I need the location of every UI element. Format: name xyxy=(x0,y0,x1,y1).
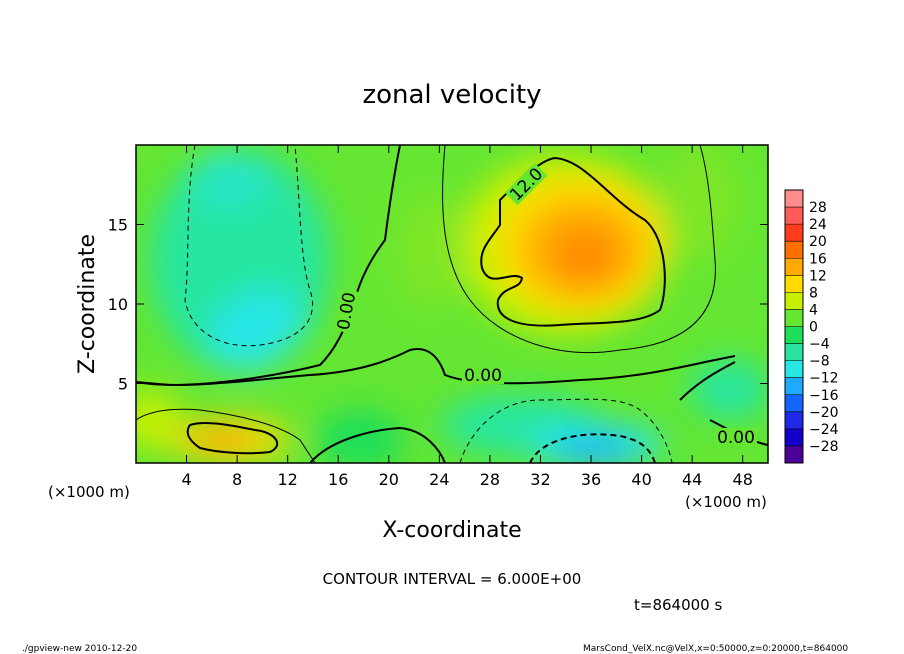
x-tick-label: 20 xyxy=(379,470,399,489)
contour-6-hot xyxy=(186,421,279,455)
y-tick-label: 10 xyxy=(108,295,128,314)
x-tick-label: 16 xyxy=(328,470,348,489)
colorbar-swatch xyxy=(785,190,803,208)
colorbar-label: 12 xyxy=(809,268,827,284)
contour-6-left xyxy=(136,408,316,463)
footer-left: ./gpview-new 2010-12-20 xyxy=(22,644,137,654)
contour-minus6-bottom xyxy=(459,398,673,463)
x-tick-label: 4 xyxy=(181,470,191,489)
colorbar-label: 24 xyxy=(809,217,827,233)
colorbar-swatch xyxy=(785,394,803,413)
colorbar-swatch xyxy=(785,377,803,396)
contour-0-bottom xyxy=(309,426,446,463)
y-tick-label: 5 xyxy=(118,375,128,394)
x-unit-left: (×1000 m) xyxy=(48,483,130,501)
colorbar-swatch xyxy=(785,292,803,310)
colorbar-label: 4 xyxy=(809,302,818,318)
y-axis: 5 10 15 xyxy=(108,216,768,394)
contour-0-lower xyxy=(136,348,736,386)
colorbar-label: −12 xyxy=(809,371,839,387)
contour-label-0c: 0.00 xyxy=(717,428,755,448)
x-unit-right: (×1000 m) xyxy=(685,493,767,511)
colorbar-swatch xyxy=(785,428,803,447)
colorbar-swatch xyxy=(785,343,803,362)
contour-labels: 12.0 0.00 0.00 0.00 xyxy=(333,162,757,448)
time-label: t=864000 s xyxy=(634,596,722,614)
colorbar-swatch xyxy=(785,275,803,293)
colorbar-label: −28 xyxy=(809,439,839,455)
colorbar-label: 20 xyxy=(809,234,827,250)
x-tick-label: 40 xyxy=(631,470,651,489)
colorbar-label: −16 xyxy=(809,388,839,404)
colorbar-swatch xyxy=(785,258,803,276)
contour-lines xyxy=(136,145,768,463)
colorbar-swatch xyxy=(785,445,803,464)
x-tick-label: 12 xyxy=(278,470,298,489)
colorbar-label: −4 xyxy=(809,337,830,353)
x-tick-label: 24 xyxy=(429,470,449,489)
contour-minus6-left xyxy=(184,145,314,347)
colorbar-swatch xyxy=(785,360,803,379)
x-axis: 4 8 12 16 20 24 28 32 36 40 44 48 xyxy=(181,145,753,489)
y-tick-label: 15 xyxy=(108,216,128,235)
contour-interval-note: CONTOUR INTERVAL = 6.000E+00 xyxy=(323,570,582,588)
colorbar-label: 28 xyxy=(809,200,827,216)
colorbar-label: −20 xyxy=(809,405,839,421)
footer-right: MarsCond_VelX.nc@VelX,x=0:50000,z=0:2000… xyxy=(583,644,848,654)
y-axis-label: Z-coordinate xyxy=(75,234,100,374)
x-tick-label: 28 xyxy=(480,470,500,489)
colorbar-label: −24 xyxy=(809,422,839,438)
x-tick-label: 44 xyxy=(682,470,702,489)
contour-12 xyxy=(480,156,666,327)
colorbar-swatch xyxy=(785,309,803,327)
contour-minus12 xyxy=(529,433,656,463)
x-axis-label: X-coordinate xyxy=(382,518,521,543)
heatmap-field xyxy=(136,145,768,463)
contour-label-0b: 0.00 xyxy=(464,366,502,386)
x-tick-label: 48 xyxy=(733,470,753,489)
colorbar-label: 0 xyxy=(809,320,818,336)
colorbar-swatch xyxy=(785,207,803,225)
colorbar-label: −8 xyxy=(809,354,830,370)
colorbar-swatch xyxy=(785,411,803,430)
contour-6-outer xyxy=(442,145,716,353)
x-tick-label: 32 xyxy=(530,470,550,489)
colorbar-label: 8 xyxy=(809,285,818,301)
colorbar-label: 16 xyxy=(809,251,827,267)
colorbar-swatch xyxy=(785,241,803,259)
x-tick-label: 36 xyxy=(581,470,601,489)
colorbar-swatch xyxy=(785,326,803,345)
chart-title: zonal velocity xyxy=(362,80,541,110)
colorbar-swatch xyxy=(785,224,803,242)
x-tick-label: 8 xyxy=(232,470,242,489)
